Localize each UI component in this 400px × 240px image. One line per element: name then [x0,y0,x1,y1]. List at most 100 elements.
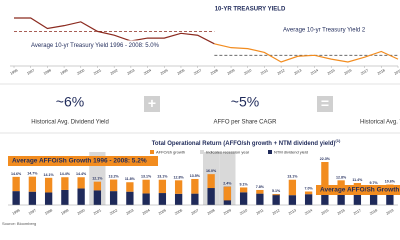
chart-title: 10-YR TREASURY YIELD [215,7,286,13]
x-tick-label: 1998 [43,68,52,75]
x-tick-label: 2008 [207,208,216,215]
bar-segment [109,191,118,205]
line-series [214,43,399,63]
x-tick-label: 1998 [44,208,53,215]
total-label: 14.4% [60,172,71,176]
x-tick-label: 2014 [310,68,319,75]
x-tick-label: 2015 [327,68,336,75]
x-tick-label: 2011 [256,208,265,215]
x-tick-label: 2018 [369,208,378,215]
x-tick-label: 1997 [28,208,37,215]
title-text: Total Operational Return (AFFO/sh growth… [152,141,336,147]
bar-segment [93,181,102,191]
operator: + [148,95,156,111]
x-tick-label: 2005 [158,208,167,215]
total-label: 13.5% [190,174,201,178]
x-tick-label: 2018 [377,68,386,75]
bar-segment [28,176,37,192]
x-tick-label: 2002 [110,68,119,75]
formula-label: AFFO per Share CAGR [213,120,277,126]
x-tick-label: 2009 [223,208,232,215]
bar-segment [93,190,102,205]
bar-segment [353,193,362,205]
bar-segment [12,176,20,192]
x-tick-label: 2000 [76,68,85,75]
bar-segment [239,192,248,205]
x-tick-label: 2003 [125,208,134,215]
total-label: 11.4% [352,178,363,182]
x-tick-label: 2002 [109,208,118,215]
formula-label: Historical Avg. Dividend Yield [31,120,109,126]
legend-label: Indicates recession year [206,149,250,154]
x-tick-label: 2008 [210,68,219,75]
source: Source: Bloomberg [2,221,36,226]
bar-segment [321,194,329,205]
annotation: Average AFFO/Sh Growth 2 [320,187,400,194]
total-label: 12.1% [92,177,103,181]
x-tick-label: 2019 [394,68,400,75]
bar-segment [61,189,69,205]
operator-box [317,96,333,112]
formula-value: ~5% [231,94,259,110]
bar-segment [44,177,53,193]
total-label: 22.3% [320,157,331,161]
bar-segment [126,191,134,205]
bar-segment [337,194,345,205]
annotation: Average AFFO/Sh Growth 1996 - 2008: 5.2% [12,158,147,165]
x-tick-label: 1997 [26,68,35,75]
x-tick-label: 2006 [176,68,185,75]
page: 10-YR TREASURY YIELD Total Operational R… [0,6,400,227]
total-label: 7.8% [256,185,265,189]
bar-segment [321,162,329,195]
operator: = [321,95,329,111]
total-label: 2.4% [223,182,232,186]
bar-segment [304,194,313,205]
bar-segment [142,193,150,205]
bar-segment [369,194,378,205]
annotation: Average 10-yr Treasury Yield 1996 - 2008… [31,43,160,49]
x-tick-label: 2001 [93,208,102,215]
bar-segment [28,191,37,205]
total-label: 9.7% [370,181,379,185]
bar-segment [142,179,150,194]
bar-segment [61,177,69,190]
total-label: 13.1% [287,175,298,179]
bar-segment [126,182,134,192]
x-tick-label: 2011 [260,68,269,75]
bar-segment [44,192,53,205]
total-label: 5.1% [272,189,281,193]
total-label: 10.6% [385,180,396,184]
x-tick-label: 2013 [288,208,297,215]
x-tick-label: 2005 [160,68,169,75]
bar-segment [158,193,167,205]
x-tick-label: 2017 [353,208,362,215]
annotation: Average 10-yr Treasury Yield 2 [283,28,366,34]
total-label: 16.0% [206,169,217,173]
bar-segment [272,194,280,205]
bar-segment [12,191,20,205]
total-label: 14.7% [27,172,38,176]
x-tick-label: 2013 [293,68,302,75]
x-tick-label: 2015 [320,208,329,215]
x-tick-label: 1999 [60,208,69,215]
x-tick-label: 2010 [239,208,248,215]
bar-segment [288,179,297,196]
x-tick-label: 2012 [277,68,286,75]
total-label: 9.1% [240,182,249,186]
total-label: 12.8% [174,175,185,179]
formula-value: ~6% [56,94,84,110]
total-label: 7.0% [305,186,314,190]
bar-segment [223,186,232,201]
x-tick-label: 2017 [360,68,369,75]
bar-segment [386,194,394,205]
bar-segment [288,195,297,205]
x-tick-label: 1996 [12,208,21,215]
recession-band [219,152,236,205]
total-label: 14.4% [76,172,87,176]
x-tick-label: 2010 [243,68,252,75]
bar-segment [191,178,199,194]
annotation-box [280,25,400,35]
total-label: 14.1% [44,173,55,177]
bar-segment [77,177,85,189]
total-label: 11.8% [125,177,136,181]
